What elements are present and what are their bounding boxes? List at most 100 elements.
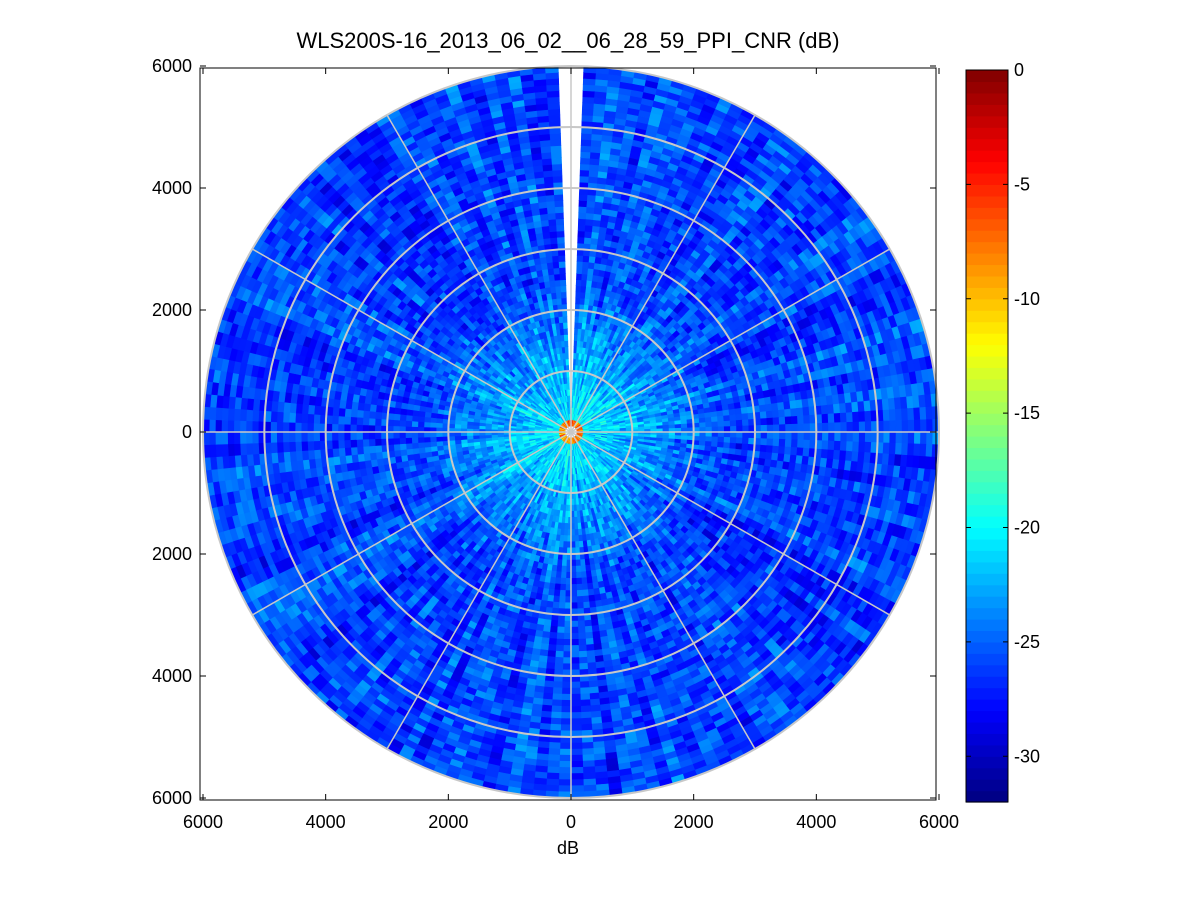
ppi-cell [680, 423, 688, 429]
ppi-cell [772, 431, 780, 440]
ppi-cell [833, 440, 842, 452]
ppi-cell [907, 419, 915, 433]
ppi-cell [784, 446, 792, 456]
ppi-cell [779, 424, 787, 433]
ppi-cell [586, 194, 597, 202]
ppi-cell [723, 436, 731, 444]
ppi-cell [580, 139, 592, 147]
ppi-cell [771, 445, 780, 455]
ppi-cell [580, 151, 592, 159]
ppi-cell [680, 435, 688, 441]
ppi-cell [576, 273, 583, 281]
ppi-cell [735, 419, 743, 427]
ppi-cell [758, 451, 767, 460]
ppi-cell [711, 431, 719, 438]
ppi-cell [581, 114, 594, 123]
ppi-cell [579, 169, 590, 177]
ppi-cell [741, 437, 750, 445]
ppi-cell [741, 419, 750, 427]
ppi-cell [582, 90, 596, 98]
ppi-cell [845, 450, 853, 462]
ppi-cell [797, 439, 805, 449]
ppi-cell [579, 163, 591, 171]
ppi-cell [575, 291, 582, 299]
ppi-cell [717, 441, 725, 449]
ppi-cell [820, 404, 829, 415]
ppi-cell [716, 410, 724, 418]
ppi-cell [913, 419, 921, 433]
ppi-cell [883, 431, 891, 444]
ppi-cell [728, 408, 737, 416]
ppi-cell [766, 424, 774, 433]
ppi-cell [845, 441, 854, 452]
ppi-cell [582, 78, 597, 86]
ppi-cell [852, 431, 860, 443]
ppi-cell [705, 421, 713, 428]
ppi-cell [586, 200, 596, 208]
ppi-cell [584, 230, 593, 239]
ppi-cell [711, 436, 719, 443]
ppi-cell [845, 402, 853, 414]
ppi-cell [779, 431, 787, 440]
ppi-cell [797, 431, 805, 441]
ppi-cell [771, 409, 780, 419]
ppi-cell [894, 408, 903, 422]
ppi-cell [895, 420, 903, 433]
ppi-cell [740, 449, 749, 457]
ppi-cell [802, 406, 810, 417]
ppi-cell [729, 442, 737, 450]
ppi-cell [852, 421, 860, 433]
ppi-cell [778, 446, 786, 455]
ppi-cell [729, 420, 737, 427]
ppi-cell [722, 409, 730, 417]
ppi-cell [583, 236, 592, 245]
ppi-cell [580, 279, 588, 287]
ppi-cell [766, 438, 774, 447]
ppi-cell [736, 425, 744, 433]
ppi-cell [585, 218, 594, 227]
ppi-cell [585, 212, 595, 221]
ppi-cell [864, 421, 872, 433]
ppi-cell [858, 421, 866, 433]
ppi-cell [778, 409, 786, 418]
ppi-cell [901, 431, 909, 445]
ppi-cell [765, 445, 774, 454]
ppi-cell [727, 403, 736, 411]
ppi-cell [704, 416, 713, 423]
ppi-cell [919, 406, 927, 421]
ppi-cell [741, 413, 749, 421]
ppi-cell [766, 431, 774, 440]
ppi-cell [717, 431, 725, 438]
ppi-cell [834, 431, 842, 442]
ppi-cell [717, 415, 725, 423]
ppi-cell [858, 431, 866, 443]
ppi-cell [581, 108, 595, 116]
ppi-cell [821, 422, 829, 433]
ppi-cell [828, 422, 836, 433]
ppi-cell [821, 413, 829, 424]
ppi-cell [723, 426, 731, 433]
ppi-cell [790, 446, 798, 456]
ppi-cell [723, 420, 731, 428]
ppi-cell [803, 423, 811, 433]
ppi-cell [826, 449, 835, 460]
ppi-cell [839, 441, 848, 452]
ppi-cell [846, 431, 854, 443]
ppi-cell [577, 224, 586, 232]
ppi-cell [785, 431, 793, 441]
ppi-cell [913, 407, 921, 421]
ppi-cell [590, 237, 599, 246]
ppi-cell [920, 419, 928, 433]
ppi-cell [840, 422, 848, 433]
ppi-cell [735, 437, 743, 445]
ppi-cell [650, 425, 658, 430]
ppi-cell [730, 431, 737, 439]
ppi-cell [582, 84, 596, 92]
ppi-cell [729, 437, 737, 444]
ppi-cell [864, 431, 872, 443]
ppi-cell [742, 425, 750, 433]
ppi-cell [797, 423, 805, 433]
ppi-cell [772, 424, 780, 433]
ppi-cell [790, 408, 798, 418]
